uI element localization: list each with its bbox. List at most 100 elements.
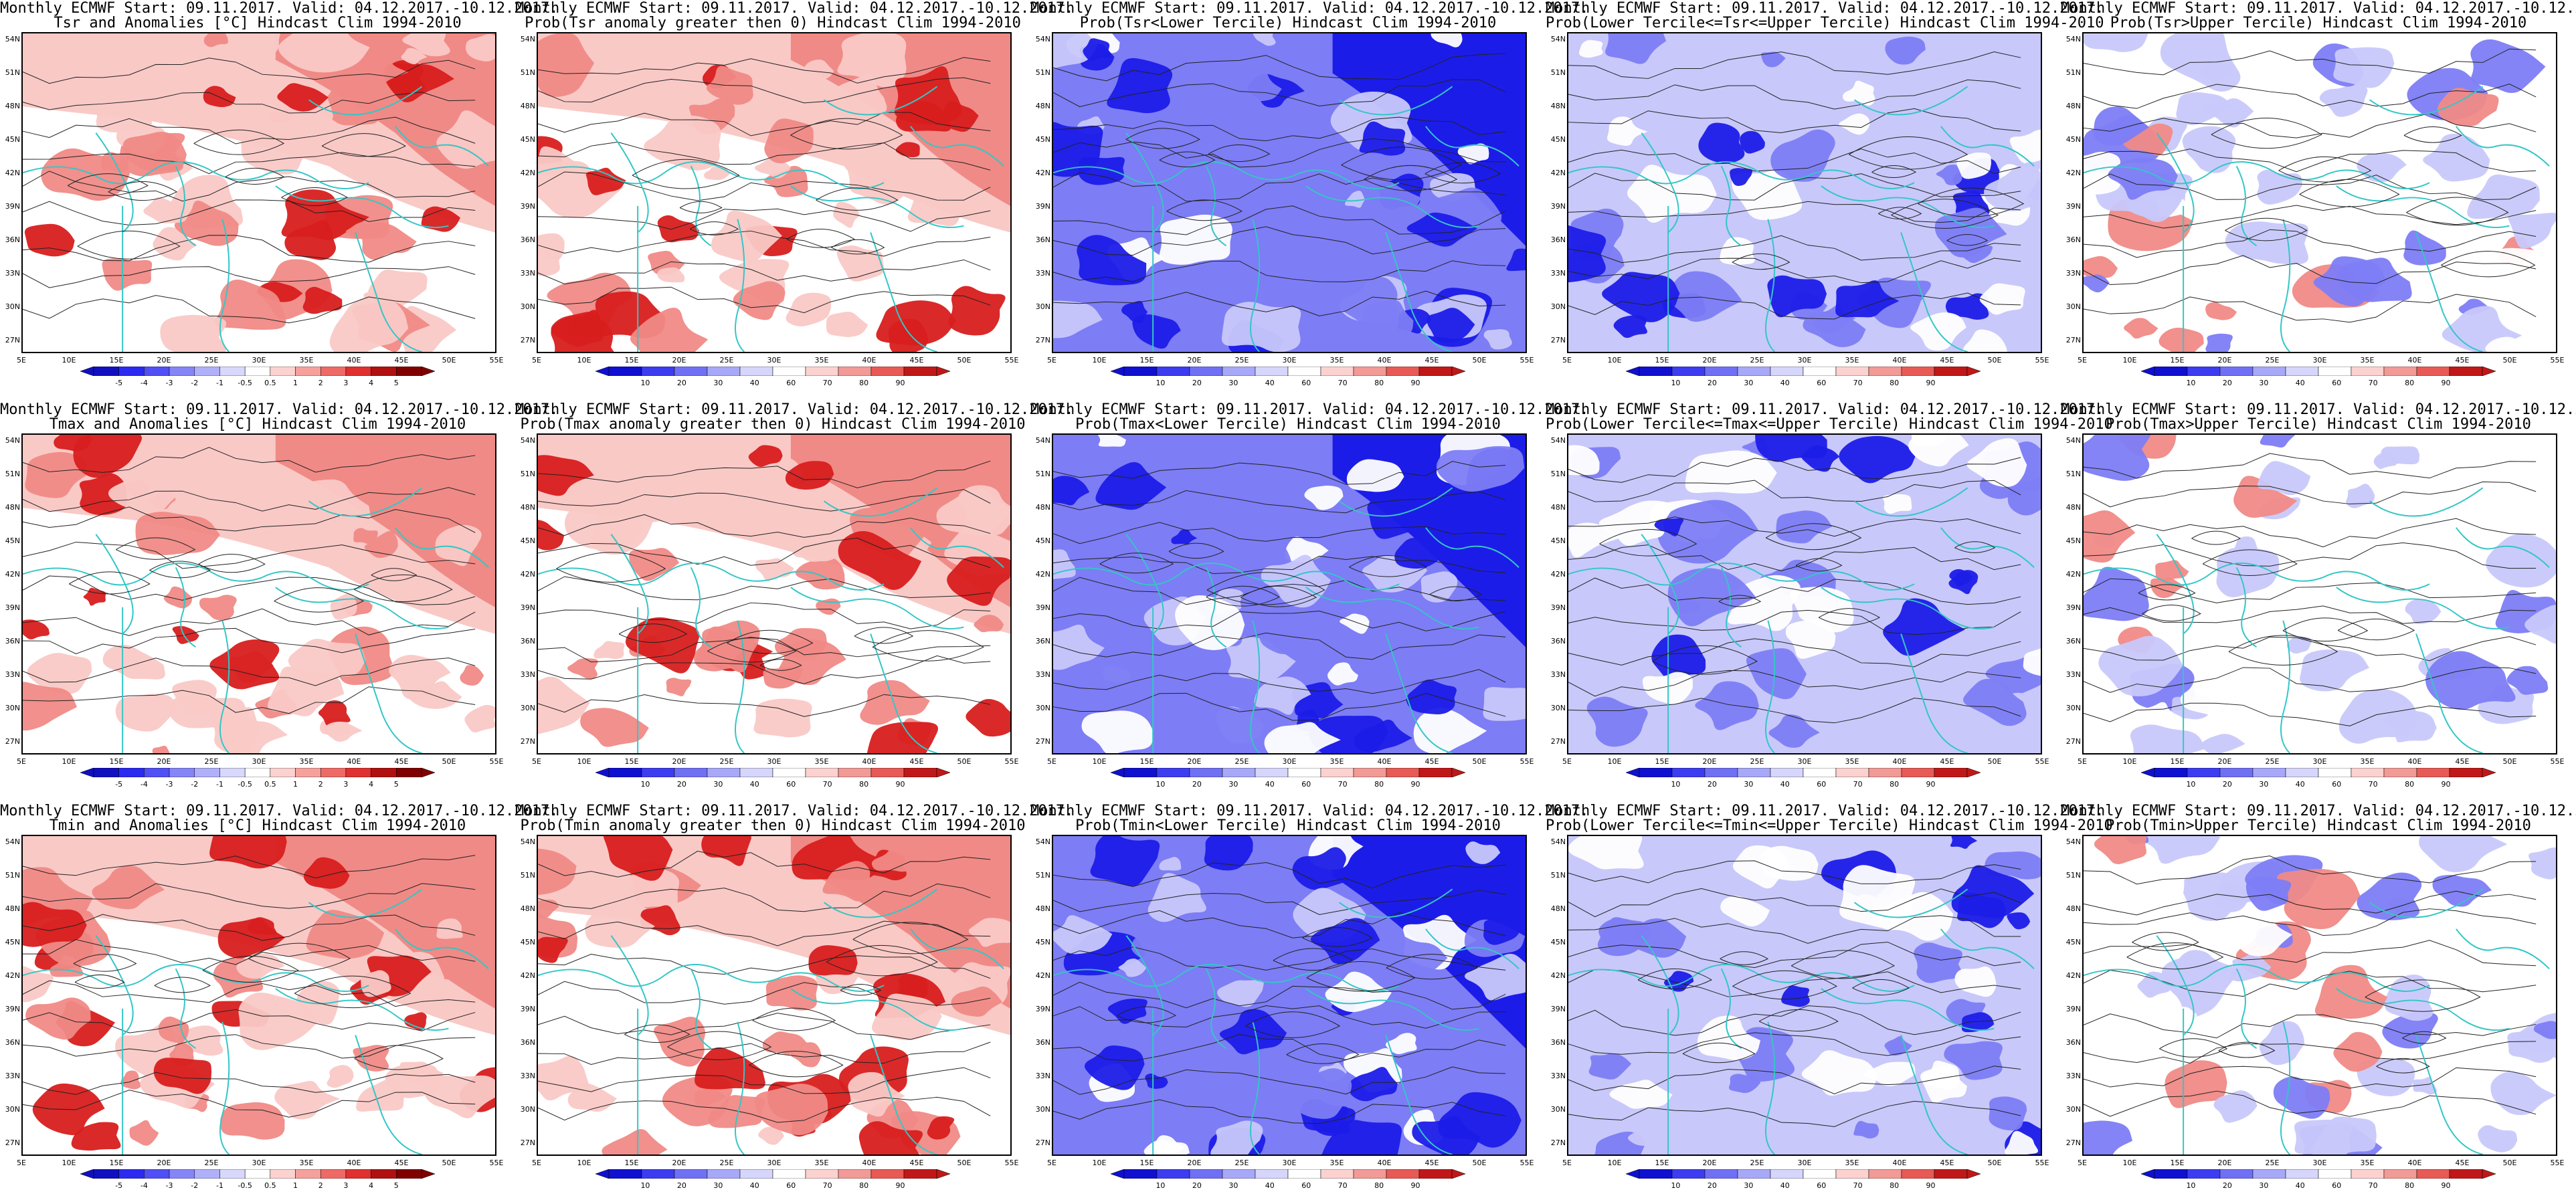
shaded-area [1217, 979, 1264, 1007]
colorbar-swatch [1671, 367, 1706, 376]
lon-label: 10E [1092, 1159, 1107, 1167]
shaded-area [2382, 1011, 2438, 1049]
coastline [1940, 126, 2035, 167]
shaded-area [1945, 293, 1989, 320]
colorbar-swatch [295, 1169, 321, 1179]
lon-label: 25E [1234, 1159, 1249, 1167]
shaded-area [115, 694, 177, 732]
contour-line [1125, 128, 1200, 149]
shaded-area [947, 556, 1010, 606]
lon-label: 55E [1004, 356, 1019, 365]
lon-label: 10E [1092, 757, 1107, 766]
contour-line [1568, 516, 2021, 537]
colorbar-label: 1 [293, 780, 298, 789]
shaded-area [302, 286, 343, 314]
panel-title-line1: Monthly ECMWF Start: 09.11.2017. Valid: … [515, 803, 1074, 819]
lat-label: 36N [1035, 637, 1050, 645]
colorbar-swatch [1123, 367, 1158, 376]
lat-label: 27N [1550, 336, 1566, 344]
contour-line [1053, 632, 1506, 660]
contour-line [108, 181, 178, 201]
colorbar [1626, 367, 1981, 376]
colorbar-swatch [1123, 1169, 1158, 1179]
map-plot [1567, 32, 2042, 353]
shaded-area [1438, 1092, 1522, 1148]
colorbar-swatch [194, 768, 220, 777]
contour-line [1599, 529, 1697, 557]
contour-line [538, 694, 991, 717]
lat-label: 51N [1035, 68, 1050, 77]
contour-line [2084, 48, 2537, 76]
lon-label: 5E [532, 757, 541, 766]
shaded-area [1922, 1060, 1960, 1090]
shaded-area [73, 435, 143, 478]
lat-label: 39N [2065, 202, 2081, 211]
colorbar-label: 30 [1228, 1181, 1238, 1190]
lon-label: 20E [157, 1159, 171, 1167]
contour-line [1637, 968, 1713, 989]
contour-line [1053, 79, 1506, 108]
colorbar-swatch [1287, 367, 1321, 376]
coastline [1305, 988, 1479, 1031]
colorbar-swatch [2383, 768, 2417, 777]
colorbar-swatch [805, 1169, 839, 1179]
contour-line [2084, 453, 2537, 479]
shaded-area [2216, 547, 2280, 597]
colorbar-arrow-left [2141, 367, 2155, 376]
shaded-area [1843, 80, 1875, 106]
shaded-area [404, 1012, 427, 1031]
shaded-area [1824, 1136, 1863, 1155]
lon-label: 20E [2217, 356, 2232, 365]
shaded-area [894, 66, 962, 125]
coastline [1900, 633, 1968, 753]
colorbar-swatch [1189, 1169, 1223, 1179]
shaded-area [1085, 649, 1144, 689]
contour-line [1758, 1009, 1839, 1032]
lat-label: 30N [1035, 1105, 1050, 1114]
contour-line [23, 447, 476, 473]
colorbar-label: 70 [822, 780, 832, 789]
contour-line [2126, 942, 2224, 970]
lon-label: 25E [2265, 356, 2280, 365]
lon-label: 40E [1377, 1159, 1392, 1167]
shaded-area [79, 473, 128, 516]
colorbar-label: 60 [786, 780, 796, 789]
contour-line [23, 295, 476, 324]
colorbar-swatch [2285, 367, 2319, 376]
coastline [2084, 563, 2430, 591]
lon-label: 15E [2170, 757, 2185, 766]
map-svg [23, 33, 495, 352]
contour-line [1652, 645, 1758, 675]
shaded-area [1406, 212, 1478, 247]
colorbar-label: 70 [822, 379, 832, 387]
lon-label: 40E [347, 356, 361, 365]
lon-label: 5E [532, 1159, 541, 1167]
contour-line [1166, 199, 1243, 221]
shaded-area [1427, 308, 1475, 343]
shaded-area [785, 461, 834, 490]
shaded-area [1963, 678, 2027, 726]
map-panel-p34: Monthly ECMWF Start: 09.11.2017. Valid: … [1546, 803, 2113, 1204]
coastline [219, 1021, 230, 1155]
coastline [308, 888, 423, 918]
lon-label: 10E [1607, 757, 1622, 766]
coastline [1720, 968, 1742, 1049]
contour-line [1568, 544, 2021, 572]
shaded-area [1118, 959, 1147, 977]
colorbar [80, 1169, 435, 1179]
contour-line [23, 152, 476, 175]
panel-title-line1: Monthly ECMWF Start: 09.11.2017. Valid: … [1546, 401, 2104, 418]
colorbar-swatch [169, 1169, 195, 1179]
shaded-area [25, 452, 88, 498]
shaded-area [617, 66, 699, 122]
colorbar-label: 90 [1926, 780, 1936, 789]
colorbar-swatch [2351, 367, 2385, 376]
panel-title-line2: Prob(Tmin<Lower Tercile) Hindcast Clim 1… [1075, 817, 1501, 834]
coastline [735, 219, 745, 352]
colorbar-svg [2141, 768, 2496, 777]
colorbar-label: 2 [318, 1181, 323, 1190]
map-plot [2082, 32, 2557, 353]
lat-label: 45N [520, 536, 535, 545]
lat-label: 27N [520, 737, 535, 746]
